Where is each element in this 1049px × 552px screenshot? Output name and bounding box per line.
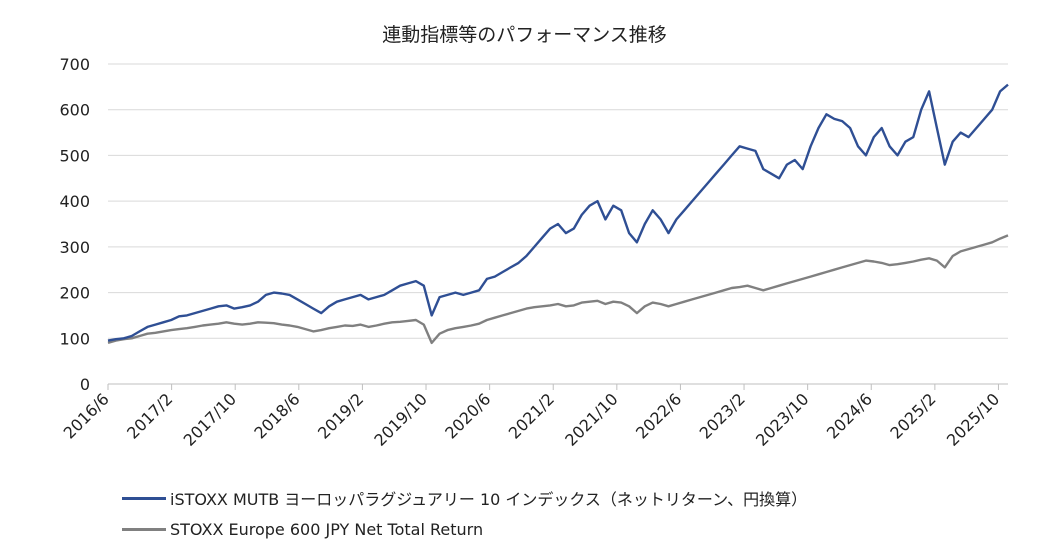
x-tick-label: 2021/10 [561, 389, 621, 449]
y-tick-label: 700 [59, 55, 90, 74]
x-tick-label: 2016/6 [60, 389, 113, 442]
y-tick-label: 300 [59, 238, 90, 257]
x-tick-label: 2021/2 [505, 389, 558, 442]
x-tick-label: 2020/6 [441, 389, 494, 442]
legend-swatch-luxury-index [122, 496, 166, 500]
series-line-stoxx600 [107, 234, 1009, 345]
x-tick-label: 2017/2 [123, 389, 176, 442]
legend-swatch-stoxx600 [122, 528, 166, 531]
y-tick-label: 0 [80, 375, 90, 394]
x-tick-label: 2019/2 [314, 389, 367, 442]
legend-entry-luxury-index: iSTOXX MUTB ヨーロッパラグジュアリー 10 インデックス（ネットリタ… [122, 486, 807, 510]
x-tick-label: 2024/6 [823, 389, 876, 442]
y-tick-label: 600 [59, 101, 90, 120]
x-tick-label: 2018/6 [250, 389, 303, 442]
x-tick-label: 2025/10 [943, 389, 1003, 449]
y-tick-label: 500 [59, 146, 90, 165]
x-tick-label: 2025/2 [886, 389, 939, 442]
x-tick-label: 2023/2 [696, 389, 749, 442]
series-line-luxury-index [107, 83, 1009, 342]
x-tick-label: 2023/10 [752, 389, 812, 449]
legend-entry-stoxx600: STOXX Europe 600 JPY Net Total Return [122, 520, 483, 539]
legend-label-stoxx600: STOXX Europe 600 JPY Net Total Return [170, 520, 484, 539]
chart-title: 連動指標等のパフォーマンス推移 [382, 24, 667, 46]
x-tick-label: 2017/10 [180, 389, 240, 449]
x-tick-label: 2022/6 [632, 389, 685, 442]
y-tick-label: 400 [59, 192, 90, 211]
y-tick-label: 100 [59, 329, 90, 348]
legend-label-luxury-index: iSTOXX MUTB ヨーロッパラグジュアリー 10 インデックス（ネットリタ… [170, 490, 808, 509]
y-tick-label: 200 [59, 284, 90, 303]
x-tick-label: 2019/10 [370, 389, 430, 449]
